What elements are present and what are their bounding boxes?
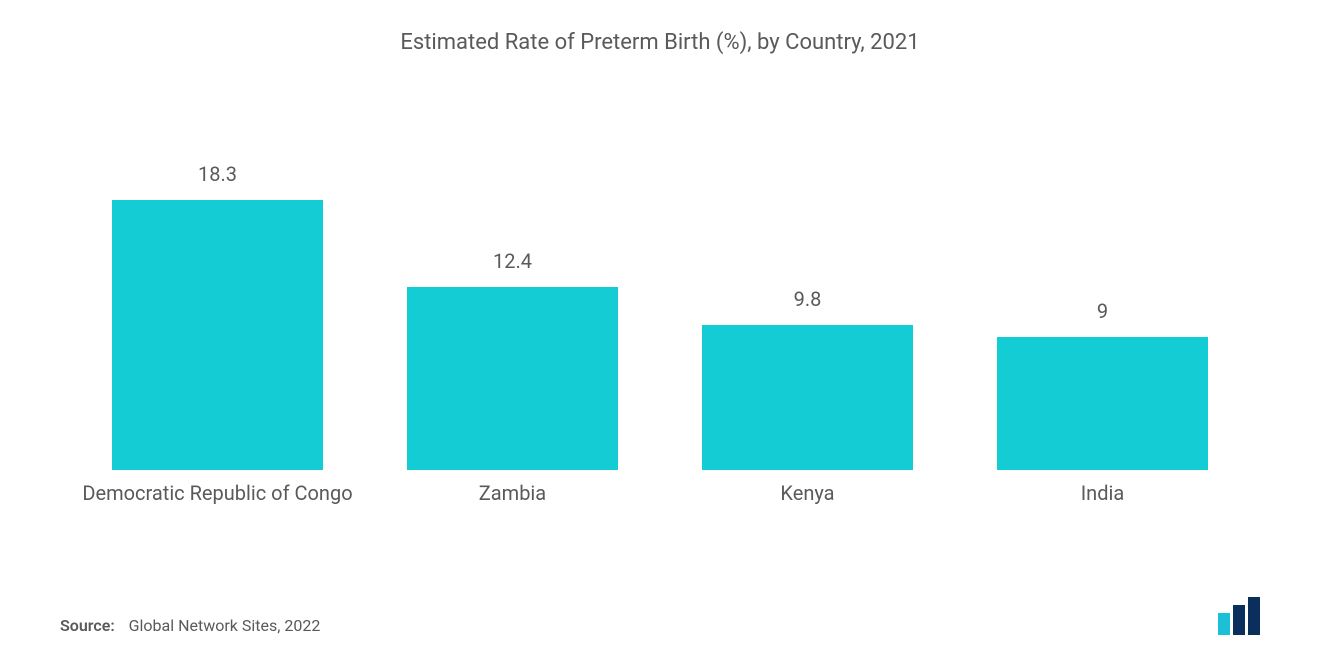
logo-bar [1233,605,1245,635]
bar-value: 18.3 [198,162,237,186]
bar [407,287,619,470]
bar-group: 9 [967,299,1238,470]
logo-bar [1248,597,1260,635]
bar [997,337,1209,470]
source-text: Source: Global Network Sites, 2022 [60,616,320,635]
bar [702,325,914,470]
bar-group: 9.8 [672,287,943,470]
bar-label: Kenya [672,480,943,507]
bar-label: Democratic Republic of Congo [82,480,353,507]
bar [112,200,324,470]
bar-label: India [967,480,1238,507]
bar-group: 12.4 [377,249,648,470]
bar-label: Zambia [377,480,648,507]
bar-value: 9 [1097,299,1108,323]
chart-container: Estimated Rate of Preterm Birth (%), by … [0,0,1320,665]
bar-value: 9.8 [794,287,822,311]
plot-area: 18.3 12.4 9.8 9 [50,115,1270,470]
brand-logo-icon [1218,597,1260,635]
source-value: Global Network Sites, 2022 [129,616,321,635]
source-label: Source: [60,616,115,635]
chart-title: Estimated Rate of Preterm Birth (%), by … [50,30,1270,55]
footer-row: Source: Global Network Sites, 2022 [50,597,1270,635]
logo-bar [1218,613,1230,635]
bar-group: 18.3 [82,162,353,470]
x-axis-labels: Democratic Republic of Congo Zambia Keny… [50,470,1270,507]
bar-value: 12.4 [493,249,532,273]
